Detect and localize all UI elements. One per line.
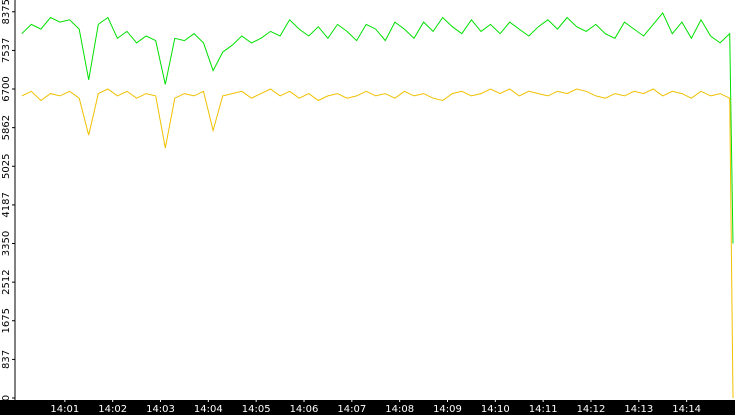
x-tick-label: 14:01	[50, 404, 79, 415]
x-tick-label: 14:11	[529, 404, 558, 415]
x-tick-label: 14:10	[481, 404, 510, 415]
y-tick-label: 5862	[1, 115, 12, 140]
y-tick-label: 1675	[1, 308, 12, 333]
x-axis-band	[0, 400, 735, 415]
x-tick-label: 14:09	[433, 404, 462, 415]
x-tick-label: 14:04	[194, 404, 223, 415]
x-tick-label: 14:02	[98, 404, 127, 415]
x-tick-label: 14:08	[385, 404, 414, 415]
series-line	[21, 11, 734, 244]
x-tick-label: 14:06	[290, 404, 319, 415]
y-tick-label: 837	[1, 350, 12, 369]
y-tick-label: 3350	[1, 231, 12, 256]
x-tick-label: 14:12	[577, 404, 606, 415]
x-tick-label: 14:14	[672, 404, 701, 415]
x-tick-label: 14:03	[146, 404, 175, 415]
y-tick-label: 8375	[1, 0, 12, 24]
y-tick-label: 0	[1, 395, 12, 401]
x-tick-label: 14:07	[337, 404, 366, 415]
y-tick-label: 7537	[1, 38, 12, 63]
x-tick-label: 14:13	[624, 404, 653, 415]
y-tick-label: 2512	[1, 269, 12, 294]
series-line	[21, 88, 734, 399]
y-tick-label: 4187	[1, 192, 12, 217]
y-tick-label: 5025	[1, 154, 12, 179]
y-tick-label: 6700	[1, 76, 12, 101]
x-tick-label: 14:05	[242, 404, 271, 415]
